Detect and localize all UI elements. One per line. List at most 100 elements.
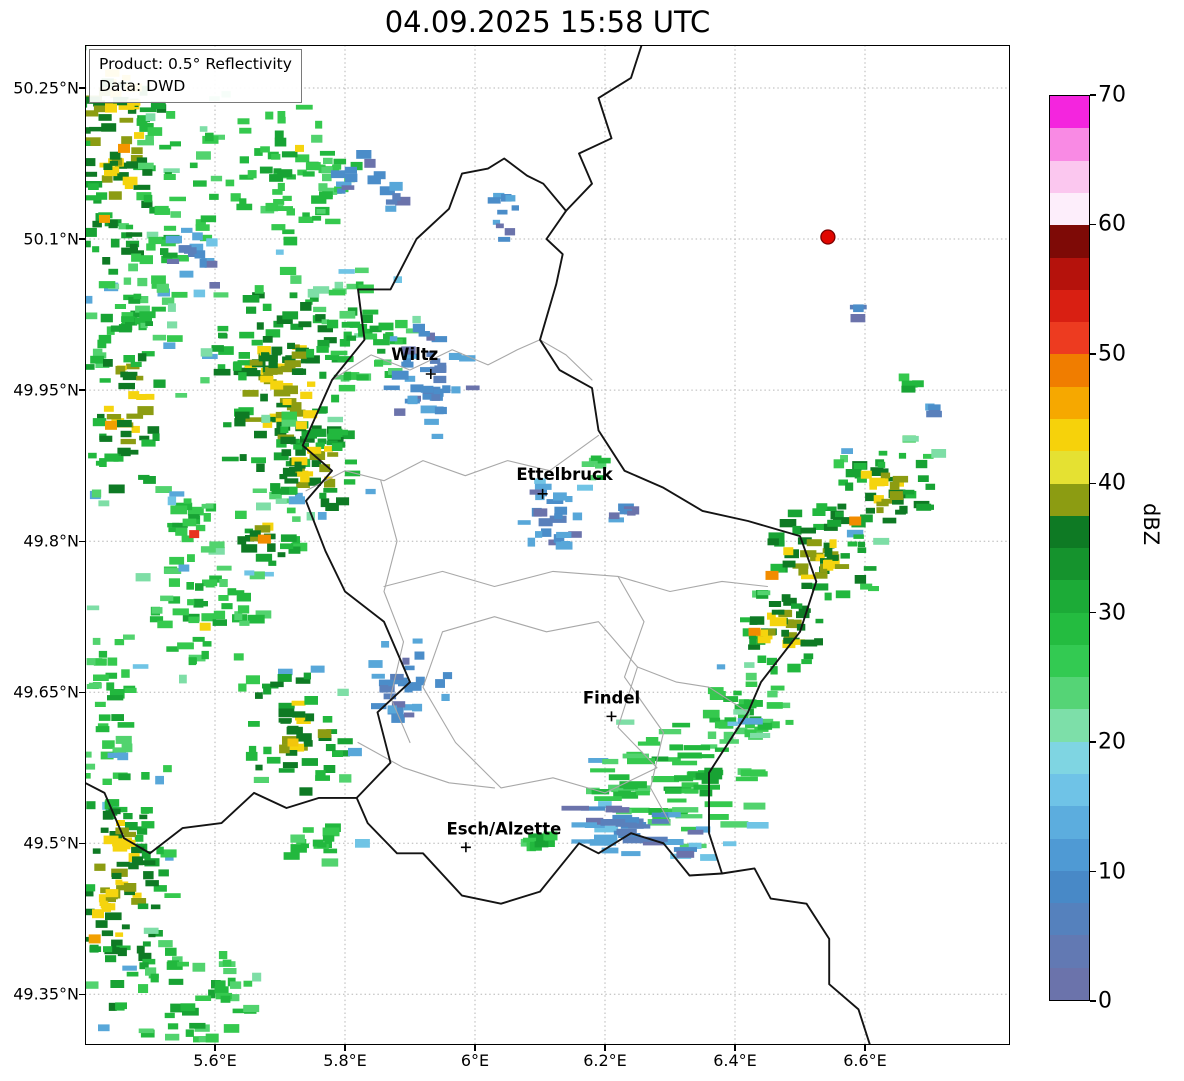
colorbar-segment [1050,935,1089,968]
radar-hotspot-cell [257,534,271,544]
map-plot: Wiltz Ettelbruck Findel Esch/Alzette Produc… [85,45,1010,1045]
radar-hotspot-cell [860,470,872,479]
district-border [383,570,769,593]
colorbar-segment [1050,677,1089,710]
colorbar-tick-label: 50 [1098,341,1126,367]
x-tick-mark [604,1045,606,1051]
colorbar-tick-label: 30 [1098,600,1126,626]
radar-hotspot-cell [105,103,117,113]
radar-hotspot-cell [199,622,211,631]
radar-site-marker [820,229,836,245]
city-marker [425,368,436,379]
colorbar-tick-mark [1090,1000,1096,1002]
district-border [636,666,749,713]
district-border [539,339,593,381]
colorbar-segment [1050,225,1089,258]
colorbar-tick-mark [1090,870,1096,873]
colorbar-tick-mark [1090,482,1096,484]
x-tick-label: 6.2°E [583,1051,627,1070]
colorbar-segment [1050,774,1089,807]
data-source-line: Data: DWD [99,77,186,95]
colorbar-segment [1050,160,1089,193]
city-marker [606,711,617,722]
colorbar-tick-mark [1090,353,1096,355]
colorbar-segment [1050,322,1089,355]
colorbar-segment [1050,451,1089,484]
city-layer: Wiltz Ettelbruck Findel Esch/Alzette [391,345,640,853]
map-canvas: Wiltz Ettelbruck Findel Esch/Alzette [85,45,1010,1045]
colorbar [1049,95,1090,1001]
colorbar-segment [1050,483,1089,516]
district-border [357,741,496,789]
radar-hotspot-cell [99,214,110,223]
y-tick-mark [79,389,85,391]
x-tick-mark [864,1045,866,1051]
colorbar-segment [1050,644,1089,678]
colorbar-tick-label: 0 [1098,988,1112,1014]
y-tick-label: 49.35°N [13,984,79,1004]
colorbar-segment [1050,967,1089,1000]
x-tick-label: 5.8°E [323,1051,367,1070]
city-label: Esch/Alzette [446,819,561,838]
colorbar-tick-mark [1090,223,1096,226]
colorbar-tick-label: 40 [1098,470,1126,496]
colorbar-segment [1050,515,1089,549]
radar-hotspot-cell [287,738,299,747]
y-tick-mark [79,238,85,240]
colorbar-segment [1050,386,1089,419]
y-tick-label: 49.65°N [13,682,79,702]
country-borders [85,45,871,1045]
y-tick-mark [79,691,85,693]
radar-hotspot-cell [125,839,136,847]
colorbar-segment [1050,548,1089,581]
colorbar-segment [1050,96,1089,129]
city-label: Wiltz [391,345,438,364]
radar-hotspot-cell [295,144,304,152]
city-marker [460,842,471,853]
y-tick-mark [79,540,85,542]
colorbar-tick-label: 20 [1098,729,1126,755]
colorbar-segment [1050,806,1089,839]
y-tick-mark [79,87,85,89]
x-tick-mark [214,1045,216,1051]
colorbar-tick-label: 70 [1098,82,1126,108]
radar-hotspot-cell [88,934,101,944]
district-borders [305,339,769,824]
x-tick-label: 6.6°E [843,1051,887,1070]
x-tick-mark [344,1045,346,1051]
y-tick-mark [79,842,85,844]
colorbar-segment [1050,289,1089,323]
radar-echo-layer [85,45,947,1045]
colorbar-segment [1050,612,1089,645]
radar-hotspot-cell [105,420,117,430]
colorbar-segment [1050,354,1089,387]
district-border [305,434,600,492]
city-marker [537,488,548,499]
y-tick-label: 49.8°N [23,531,79,551]
district-border [380,480,411,744]
radar-hotspot-cell [270,380,284,390]
radar-hotspot-cell [295,421,307,430]
colorbar-segment [1050,257,1089,290]
border-france-germany [721,867,871,1045]
radar-hotspot-cell [118,143,130,153]
colorbar-axis-label: dBZ [1139,503,1163,546]
border-belgium-germany [565,45,643,212]
colorbar-segment [1050,128,1089,161]
radar-hotspot-cell [128,391,140,400]
y-tick-mark [79,993,85,995]
district-border [422,616,658,794]
radar-hotspot-cell [189,530,200,539]
radar-hotspot-cell [783,547,794,556]
district-border [617,575,671,824]
colorbar-tick-label: 60 [1098,211,1126,237]
figure-title: 04.09.2025 15:58 UTC [384,5,711,39]
y-tick-label: 50.25°N [13,78,79,98]
x-tick-mark [474,1045,476,1051]
city-label: Findel [583,688,640,707]
colorbar-segment [1050,741,1089,775]
border-luxembourg [301,157,818,905]
colorbar-tick-mark [1090,94,1096,96]
colorbar-segment [1050,580,1089,613]
